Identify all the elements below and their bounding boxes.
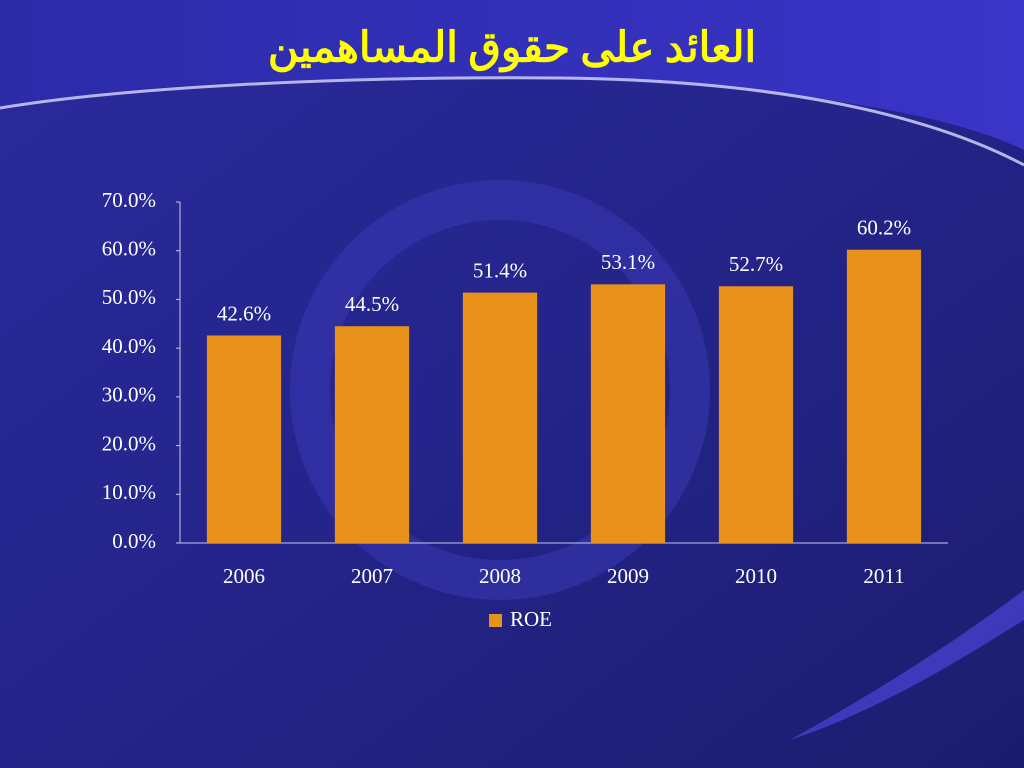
header-band: [0, 0, 1024, 150]
data-label: 52.7%: [729, 252, 783, 276]
y-tick-label: 0.0%: [112, 529, 156, 553]
data-label: 42.6%: [217, 301, 271, 325]
data-label: 51.4%: [473, 258, 527, 282]
bar: [718, 286, 794, 543]
y-tick-label: 10.0%: [102, 480, 156, 504]
legend-swatch: [489, 614, 502, 627]
y-tick-label: 60.0%: [102, 237, 156, 261]
data-label: 44.5%: [345, 292, 399, 316]
x-tick-label: 2009: [607, 564, 649, 588]
bar: [206, 335, 282, 543]
logo-ghost: [290, 180, 710, 600]
bar: [334, 326, 410, 543]
data-label: 60.2%: [857, 216, 911, 240]
y-tick-label: 40.0%: [102, 334, 156, 358]
y-tick-label: 20.0%: [102, 431, 156, 455]
x-tick-label: 2007: [351, 564, 393, 588]
x-tick-label: 2010: [735, 564, 777, 588]
swoosh: [0, 76, 1024, 167]
bar: [846, 249, 922, 544]
chart-title: العائد على حقوق المساهمين: [268, 26, 756, 73]
y-tick-label: 30.0%: [102, 383, 156, 407]
data-label: 53.1%: [601, 250, 655, 274]
bar: [590, 284, 666, 543]
y-tick-label: 70.0%: [102, 188, 156, 212]
bar: [462, 292, 538, 543]
legend-label: ROE: [510, 607, 552, 631]
y-tick-label: 50.0%: [102, 285, 156, 309]
x-tick-label: 2008: [479, 564, 521, 588]
x-tick-label: 2011: [863, 564, 904, 588]
x-tick-label: 2006: [223, 564, 265, 588]
